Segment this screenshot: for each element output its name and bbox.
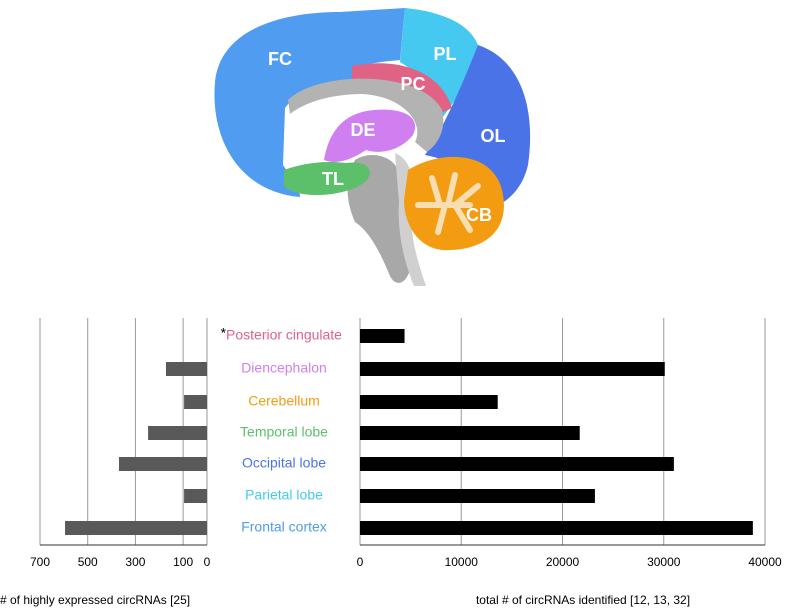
x-axis-label: total # of circRNAs identified [12, 13, … <box>476 593 690 607</box>
bar <box>360 489 595 503</box>
x-tick-label: 30000 <box>647 555 681 569</box>
region-label: FC <box>268 49 292 69</box>
category-label: Temporal lobe <box>240 424 328 440</box>
region-label: PC <box>400 74 425 94</box>
x-tick-label: 100 <box>173 555 193 569</box>
parietal-lobe-region <box>400 8 478 118</box>
category-label: Cerebellum <box>248 393 320 409</box>
category-label: Parietal lobe <box>245 487 323 503</box>
bar <box>65 521 207 535</box>
region-label: DE <box>350 120 375 140</box>
x-tick-label: 40000 <box>748 555 782 569</box>
region-label: CB <box>466 205 492 225</box>
category-label: Diencephalon <box>241 360 327 376</box>
bar <box>184 489 207 503</box>
bar <box>360 329 405 343</box>
bar <box>360 395 498 409</box>
category-label: Posterior cingulate <box>226 327 342 343</box>
frontal-cortex-region <box>214 8 405 197</box>
bar <box>360 362 665 376</box>
x-tick-label: 0 <box>204 555 211 569</box>
x-tick-label: 500 <box>78 555 98 569</box>
region-label: TL <box>322 169 344 189</box>
bar <box>165 362 207 376</box>
temporal-lobe-region <box>284 161 370 196</box>
x-tick-label: 0 <box>357 555 364 569</box>
occipital-lobe-region <box>425 45 531 206</box>
x-tick-label: 10000 <box>445 555 479 569</box>
brain-diagram: FC PL PC OL DE TL CB <box>214 8 531 286</box>
bar <box>360 521 753 535</box>
bar <box>184 395 207 409</box>
category-label: Frontal cortex <box>241 519 327 535</box>
diencephalon-region <box>324 109 416 162</box>
brainstem <box>347 155 410 283</box>
region-label: OL <box>481 126 506 146</box>
region-label: PL <box>433 44 456 64</box>
x-tick-label: 700 <box>30 555 50 569</box>
bar <box>148 426 207 440</box>
corpus-callosum <box>288 78 444 152</box>
x-tick-label: 300 <box>125 555 145 569</box>
bar <box>360 426 580 440</box>
x-axis-label: # of highly expressed circRNAs [25] <box>0 593 190 607</box>
annotation-marker: * <box>221 325 227 341</box>
bar <box>118 457 207 471</box>
x-tick-label: 20000 <box>546 555 580 569</box>
category-label: Occipital lobe <box>242 455 326 471</box>
bar <box>360 457 674 471</box>
arbor-vitae <box>415 172 481 235</box>
